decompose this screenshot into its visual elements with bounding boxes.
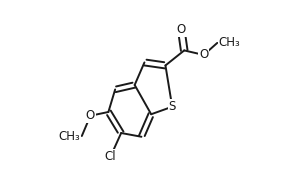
Text: S: S <box>168 100 176 113</box>
Text: O: O <box>86 109 95 122</box>
Text: CH₃: CH₃ <box>219 36 240 49</box>
Text: CH₃: CH₃ <box>59 129 80 143</box>
Text: O: O <box>177 23 186 36</box>
Text: O: O <box>199 48 208 61</box>
Text: Cl: Cl <box>105 150 117 163</box>
